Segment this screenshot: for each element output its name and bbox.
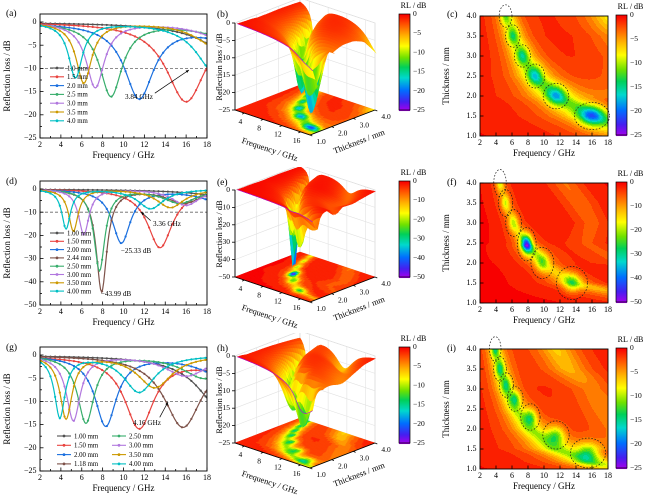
panel-e-label: (e) [217, 178, 228, 188]
panel-h-label: (h) [217, 344, 229, 354]
panel-b-label: (b) [217, 10, 229, 20]
panel-d-label: (d) [6, 177, 18, 187]
panel-c-contour-map [440, 0, 656, 167]
panel-b-surface-plot [215, 0, 445, 167]
panel-g-label: (g) [6, 343, 18, 353]
panel-f-contour-map [440, 167, 656, 334]
panel-e-surface-plot [215, 167, 445, 334]
panel-c-label: (c) [447, 10, 458, 20]
panel-d-line-chart [0, 167, 215, 334]
panel-a-label: (a) [6, 9, 17, 19]
panel-i-label: (i) [447, 344, 456, 354]
panel-g-line-chart [0, 333, 215, 500]
panel-a-line-chart [0, 0, 215, 167]
panel-h-surface-plot [215, 333, 445, 500]
panel-f-label: (f) [447, 178, 457, 188]
panel-i-contour-map [440, 333, 656, 500]
